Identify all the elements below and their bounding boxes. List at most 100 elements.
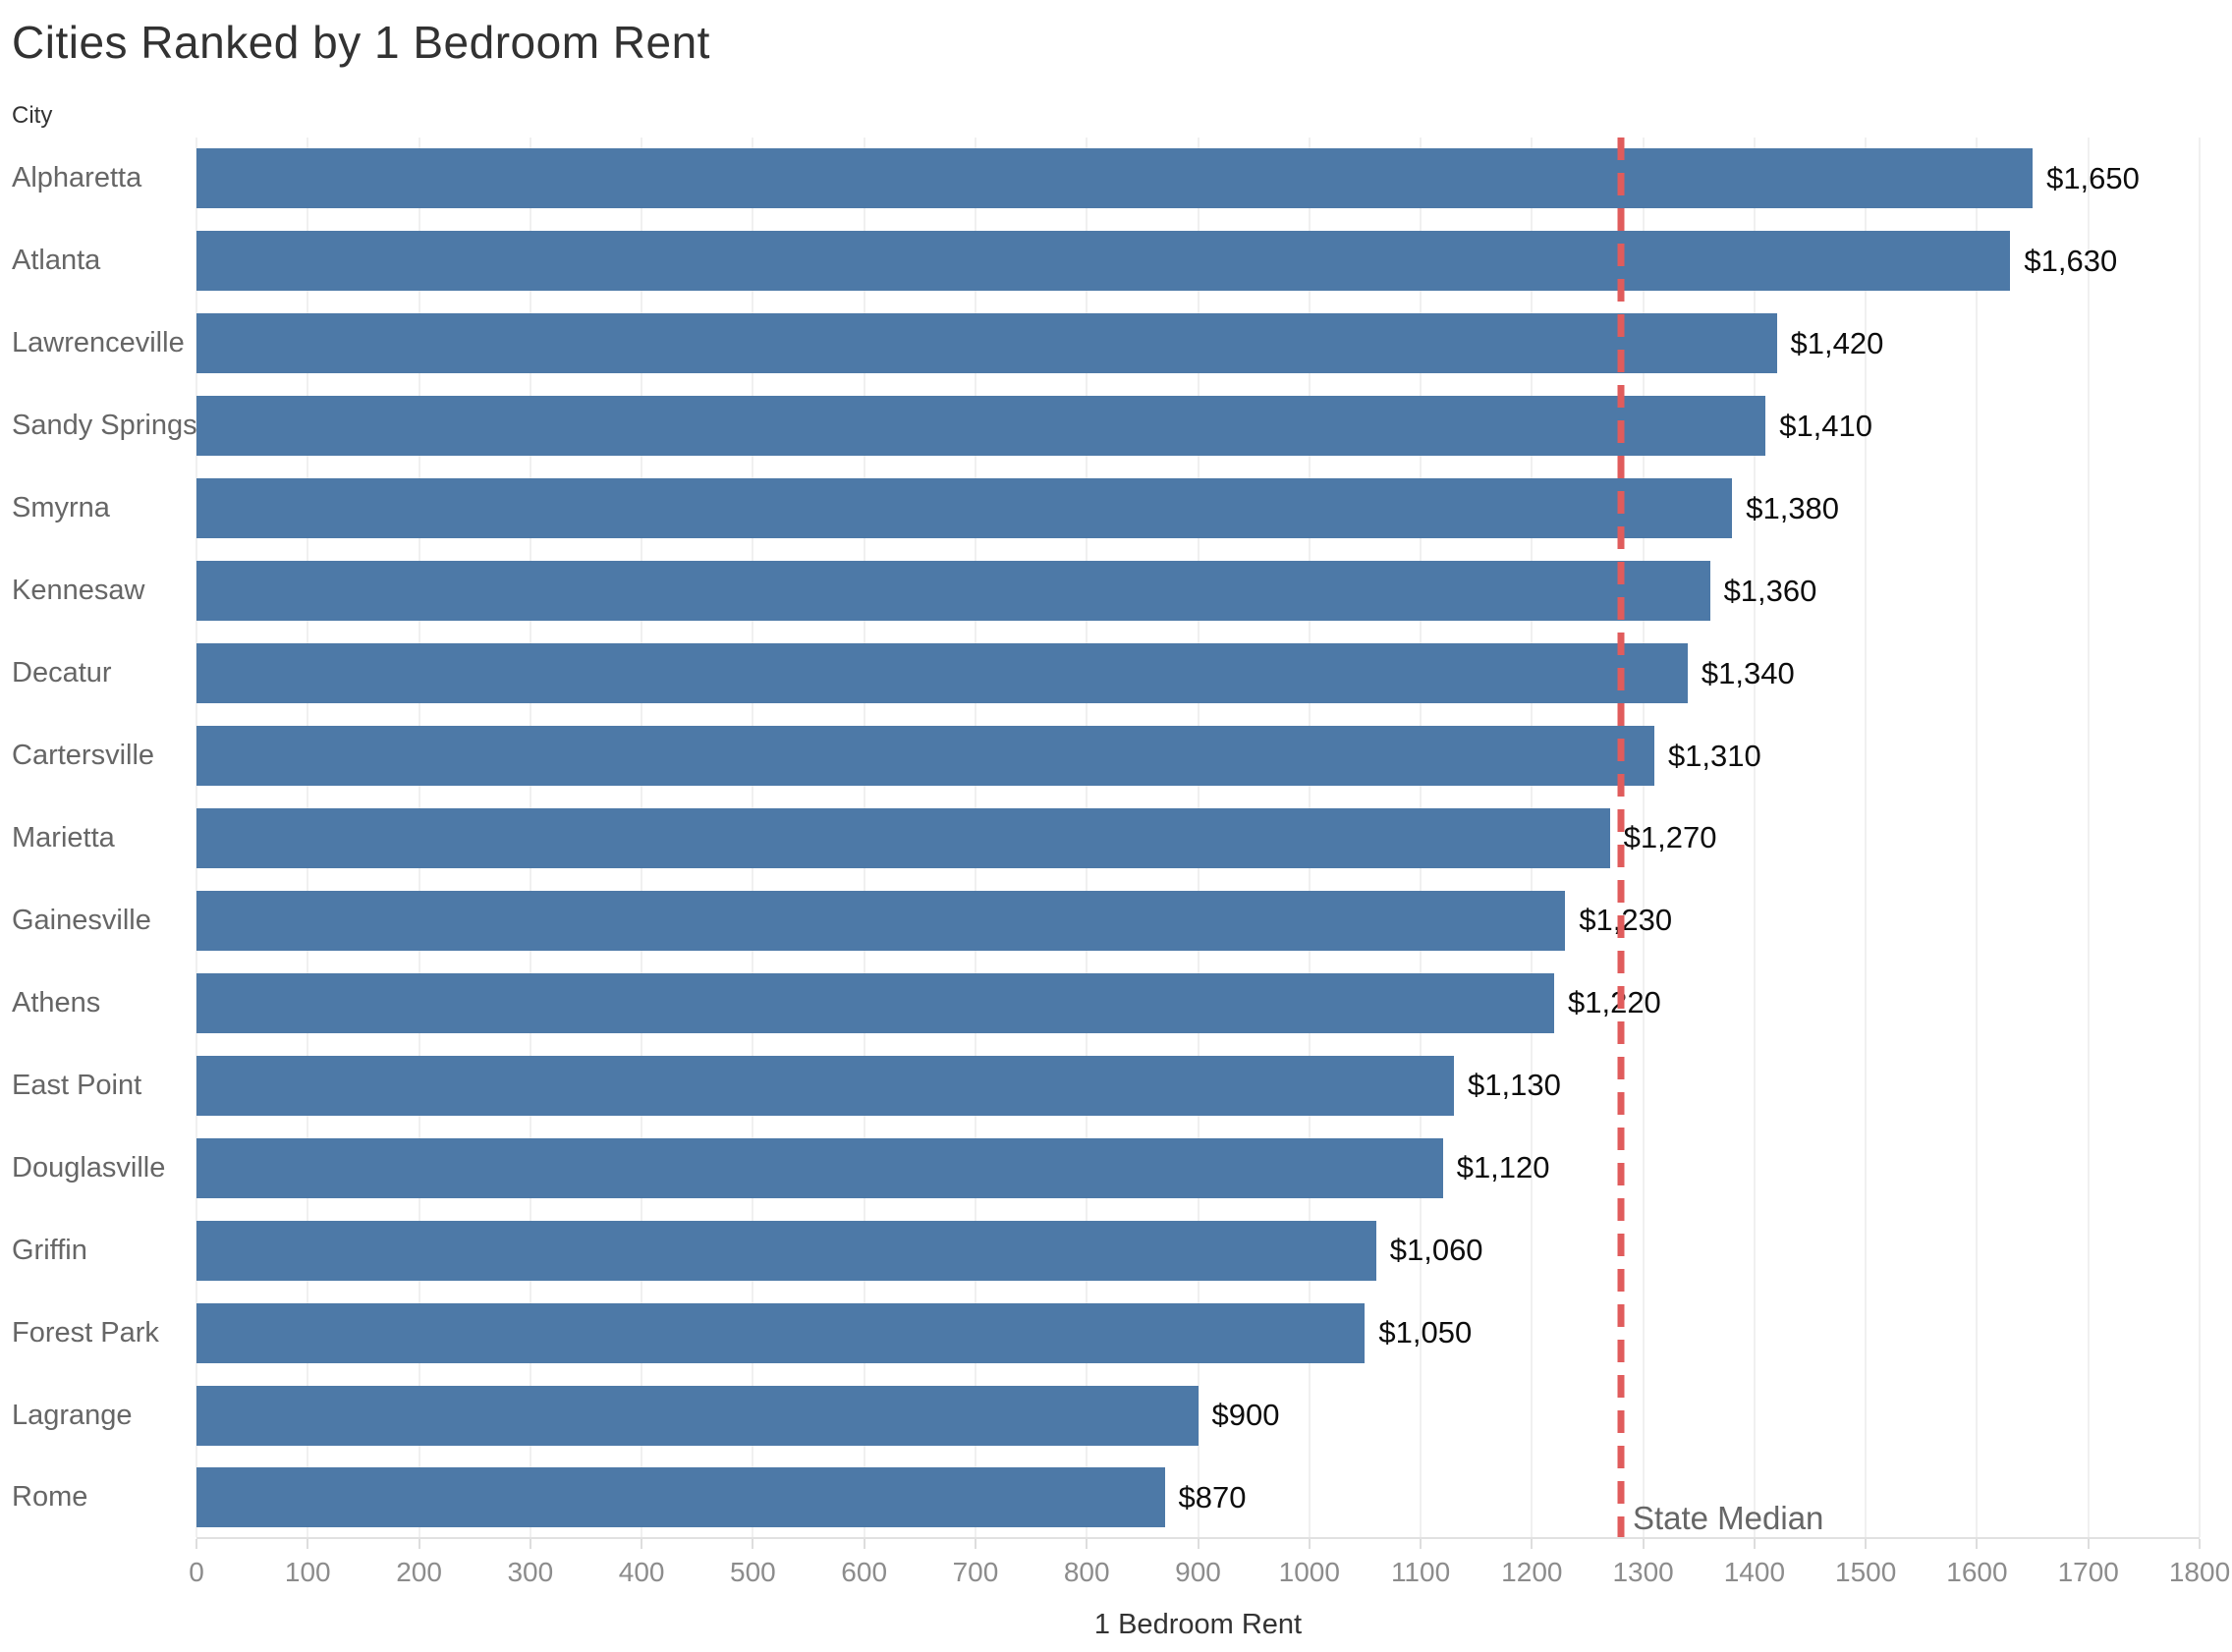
bar[interactable] [196,478,1733,539]
city-label: Forest Park [12,1316,159,1349]
bar-row: Lawrenceville $1,420 [0,303,2200,385]
bar-track: $1,120 [196,1127,2200,1209]
bar[interactable] [196,561,1710,622]
bar-row: Smyrna $1,380 [0,468,2200,550]
bar-rows: Alpharetta $1,650 Atlanta $1,630 Lawrencevil… [0,138,2200,1539]
city-label: Cartersville [12,740,155,772]
bar[interactable] [196,1220,1376,1281]
bar-track: $900 [196,1374,2200,1457]
city-label: Marietta [12,821,115,854]
x-tick-label: 400 [618,1557,665,1587]
tick-mark [1976,1539,1979,1549]
bar[interactable] [196,807,1610,868]
bar-row: Griffin $1,060 [0,1209,2200,1292]
bar-row: Rome $870 [0,1457,2200,1539]
bar-track: $1,360 [196,550,2200,633]
city-label: East Point [12,1069,142,1101]
bar[interactable] [196,396,1766,457]
value-label: $1,360 [1723,573,1817,608]
value-label: $1,060 [1389,1233,1483,1268]
bar-track: $1,340 [196,633,2200,715]
city-label: Athens [12,986,101,1019]
bar-row: Alpharetta $1,650 [0,138,2200,220]
tick-mark [307,1539,309,1549]
bar-row: Sandy Springs $1,410 [0,385,2200,468]
tick-mark [1420,1539,1423,1549]
city-label: Rome [12,1481,88,1514]
bar-row: Cartersville $1,310 [0,715,2200,798]
value-label: $870 [1178,1479,1247,1514]
x-tick-label: 1400 [1723,1557,1786,1587]
tick-mark [1531,1539,1534,1549]
value-label: $1,650 [2046,160,2140,195]
value-label: $1,050 [1378,1315,1473,1350]
bar[interactable] [196,313,1777,374]
bar[interactable] [196,643,1688,704]
bar[interactable] [196,1385,1199,1446]
value-label: $1,340 [1701,655,1795,690]
value-label: $1,310 [1667,738,1761,773]
x-tick-label: 1600 [1946,1557,2008,1587]
city-label: Alpharetta [12,162,142,194]
bar[interactable] [196,148,2034,209]
x-tick-label: 1800 [2168,1557,2231,1587]
x-tick-label: 1300 [1612,1557,1674,1587]
x-tick-label: 1100 [1390,1557,1451,1587]
bar[interactable] [196,1467,1165,1528]
bar-track: $1,310 [196,715,2200,798]
tick-mark [1865,1539,1868,1549]
tick-mark [195,1539,197,1549]
value-label: $1,120 [1456,1150,1550,1185]
bar-track: $1,130 [196,1044,2200,1127]
city-label: Smyrna [12,492,110,524]
value-label: $1,630 [2024,243,2118,278]
x-axis-tick-labels: 0 100 200 300 400 500 600 700 800 900 1000 1100 1200… [189,1557,2230,1596]
bar[interactable] [196,1055,1455,1116]
bar-track: $1,650 [196,138,2200,220]
bar-row: Marietta $1,270 [0,798,2200,880]
tick-mark [641,1539,643,1549]
x-tick-label: 600 [841,1557,888,1587]
bar-track: $1,420 [196,303,2200,385]
tick-mark [1753,1539,1756,1549]
page-title: Cities Ranked by 1 Bedroom Rent [12,17,710,68]
state-median-reference-line [1617,138,1625,1537]
x-tick-label: 100 [284,1557,331,1587]
x-tick-label: 500 [730,1557,776,1587]
bar-row: Gainesville $1,230 [0,879,2200,962]
x-tick-label: 0 [189,1557,204,1587]
bar-track: $1,630 [196,220,2200,303]
city-label: Atlanta [12,245,101,277]
city-label: Griffin [12,1234,87,1266]
city-label: Douglasville [12,1151,166,1184]
bar[interactable] [196,972,1554,1033]
tick-mark [418,1539,420,1549]
bar-row: Decatur $1,340 [0,633,2200,715]
x-tick-label: 300 [507,1557,554,1587]
bar-track: $1,060 [196,1209,2200,1292]
bar[interactable] [196,726,1654,787]
bar-row: Kennesaw $1,360 [0,550,2200,633]
tick-mark [529,1539,531,1549]
x-tick-label: 1500 [1835,1557,1897,1587]
value-label: $1,380 [1746,490,1840,525]
x-tick-label: 200 [396,1557,442,1587]
bar[interactable] [196,1302,1366,1363]
city-label: Sandy Springs [12,410,196,442]
tick-mark [2199,1539,2201,1549]
x-tick-label: 1700 [2057,1557,2119,1587]
bar-row: Douglasville $1,120 [0,1127,2200,1209]
value-label: $1,420 [1790,325,1884,360]
value-label: $1,220 [1567,985,1661,1020]
city-label: Lawrenceville [12,327,185,359]
x-tick-label: 1200 [1501,1557,1563,1587]
bar[interactable] [196,1137,1443,1198]
value-label: $1,410 [1779,408,1873,443]
bar[interactable] [196,890,1566,951]
bar[interactable] [196,231,2011,292]
value-label: $1,130 [1468,1068,1561,1103]
tick-mark [863,1539,865,1549]
bar-row: Forest Park $1,050 [0,1292,2200,1374]
value-label: $900 [1211,1398,1280,1433]
